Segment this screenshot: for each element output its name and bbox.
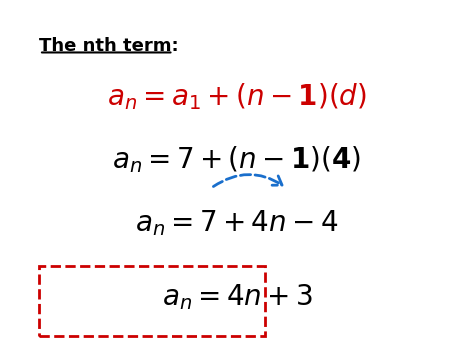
Text: $\mathit{a_n} = \mathit{a_1} + (\mathit{n} - \mathbf{1})(\mathit{d})$: $\mathit{a_n} = \mathit{a_1} + (\mathit{… [107,81,367,112]
Text: $\mathit{a_n} = 7 + 4\mathit{n} - 4$: $\mathit{a_n} = 7 + 4\mathit{n} - 4$ [136,208,338,238]
Text: $\mathit{a_n} = 4\mathit{n} + 3$: $\mathit{a_n} = 4\mathit{n} + 3$ [162,282,312,312]
FancyArrowPatch shape [213,175,282,186]
Text: $\mathit{a_n} = 7 + (\mathit{n} - \mathbf{1})(\mathbf{4})$: $\mathit{a_n} = 7 + (\mathit{n} - \mathb… [112,144,362,175]
Text: The nth term:: The nth term: [39,37,179,55]
